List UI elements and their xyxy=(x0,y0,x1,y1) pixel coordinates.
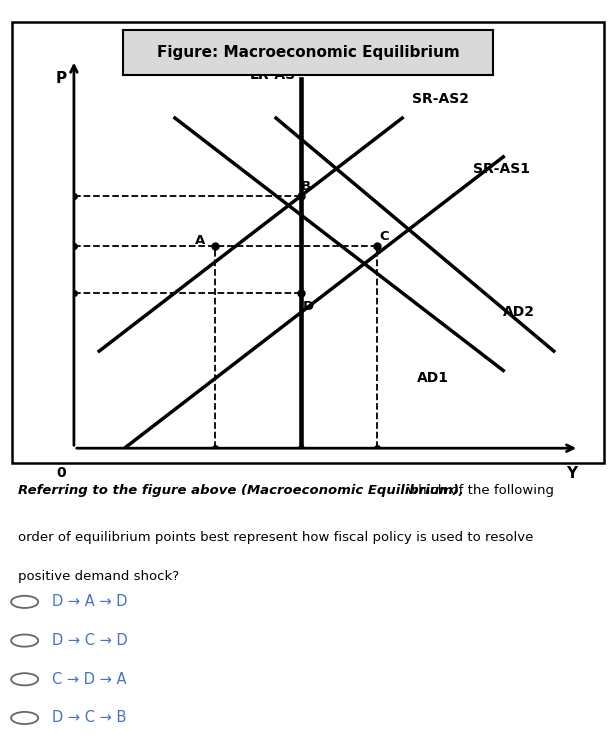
Text: SR-AS2: SR-AS2 xyxy=(412,92,469,105)
Text: B: B xyxy=(301,179,311,193)
Text: P: P xyxy=(55,72,67,87)
Text: C: C xyxy=(379,230,389,243)
Text: positive demand shock?: positive demand shock? xyxy=(18,570,180,583)
Text: which of the following: which of the following xyxy=(403,485,554,498)
Text: Y: Y xyxy=(566,465,577,480)
Text: AD1: AD1 xyxy=(418,371,450,385)
Text: D → C → B: D → C → B xyxy=(52,710,127,725)
Text: D: D xyxy=(303,300,314,313)
Text: 0: 0 xyxy=(57,465,66,480)
Text: AD2: AD2 xyxy=(503,306,535,319)
Text: D → C → D: D → C → D xyxy=(52,633,128,648)
Text: SR-AS1: SR-AS1 xyxy=(473,161,530,176)
Text: Figure: Macroeconomic Equilibrium: Figure: Macroeconomic Equilibrium xyxy=(156,45,460,60)
Text: D → A → D: D → A → D xyxy=(52,595,128,610)
Text: order of equilibrium points best represent how fiscal policy is used to resolve: order of equilibrium points best represe… xyxy=(18,531,534,545)
Text: C → D → A: C → D → A xyxy=(52,672,127,686)
Text: LR-AS: LR-AS xyxy=(250,67,296,81)
Text: A: A xyxy=(195,234,205,247)
Text: Referring to the figure above (Macroeconomic Equilibrium),: Referring to the figure above (Macroecon… xyxy=(18,485,464,498)
